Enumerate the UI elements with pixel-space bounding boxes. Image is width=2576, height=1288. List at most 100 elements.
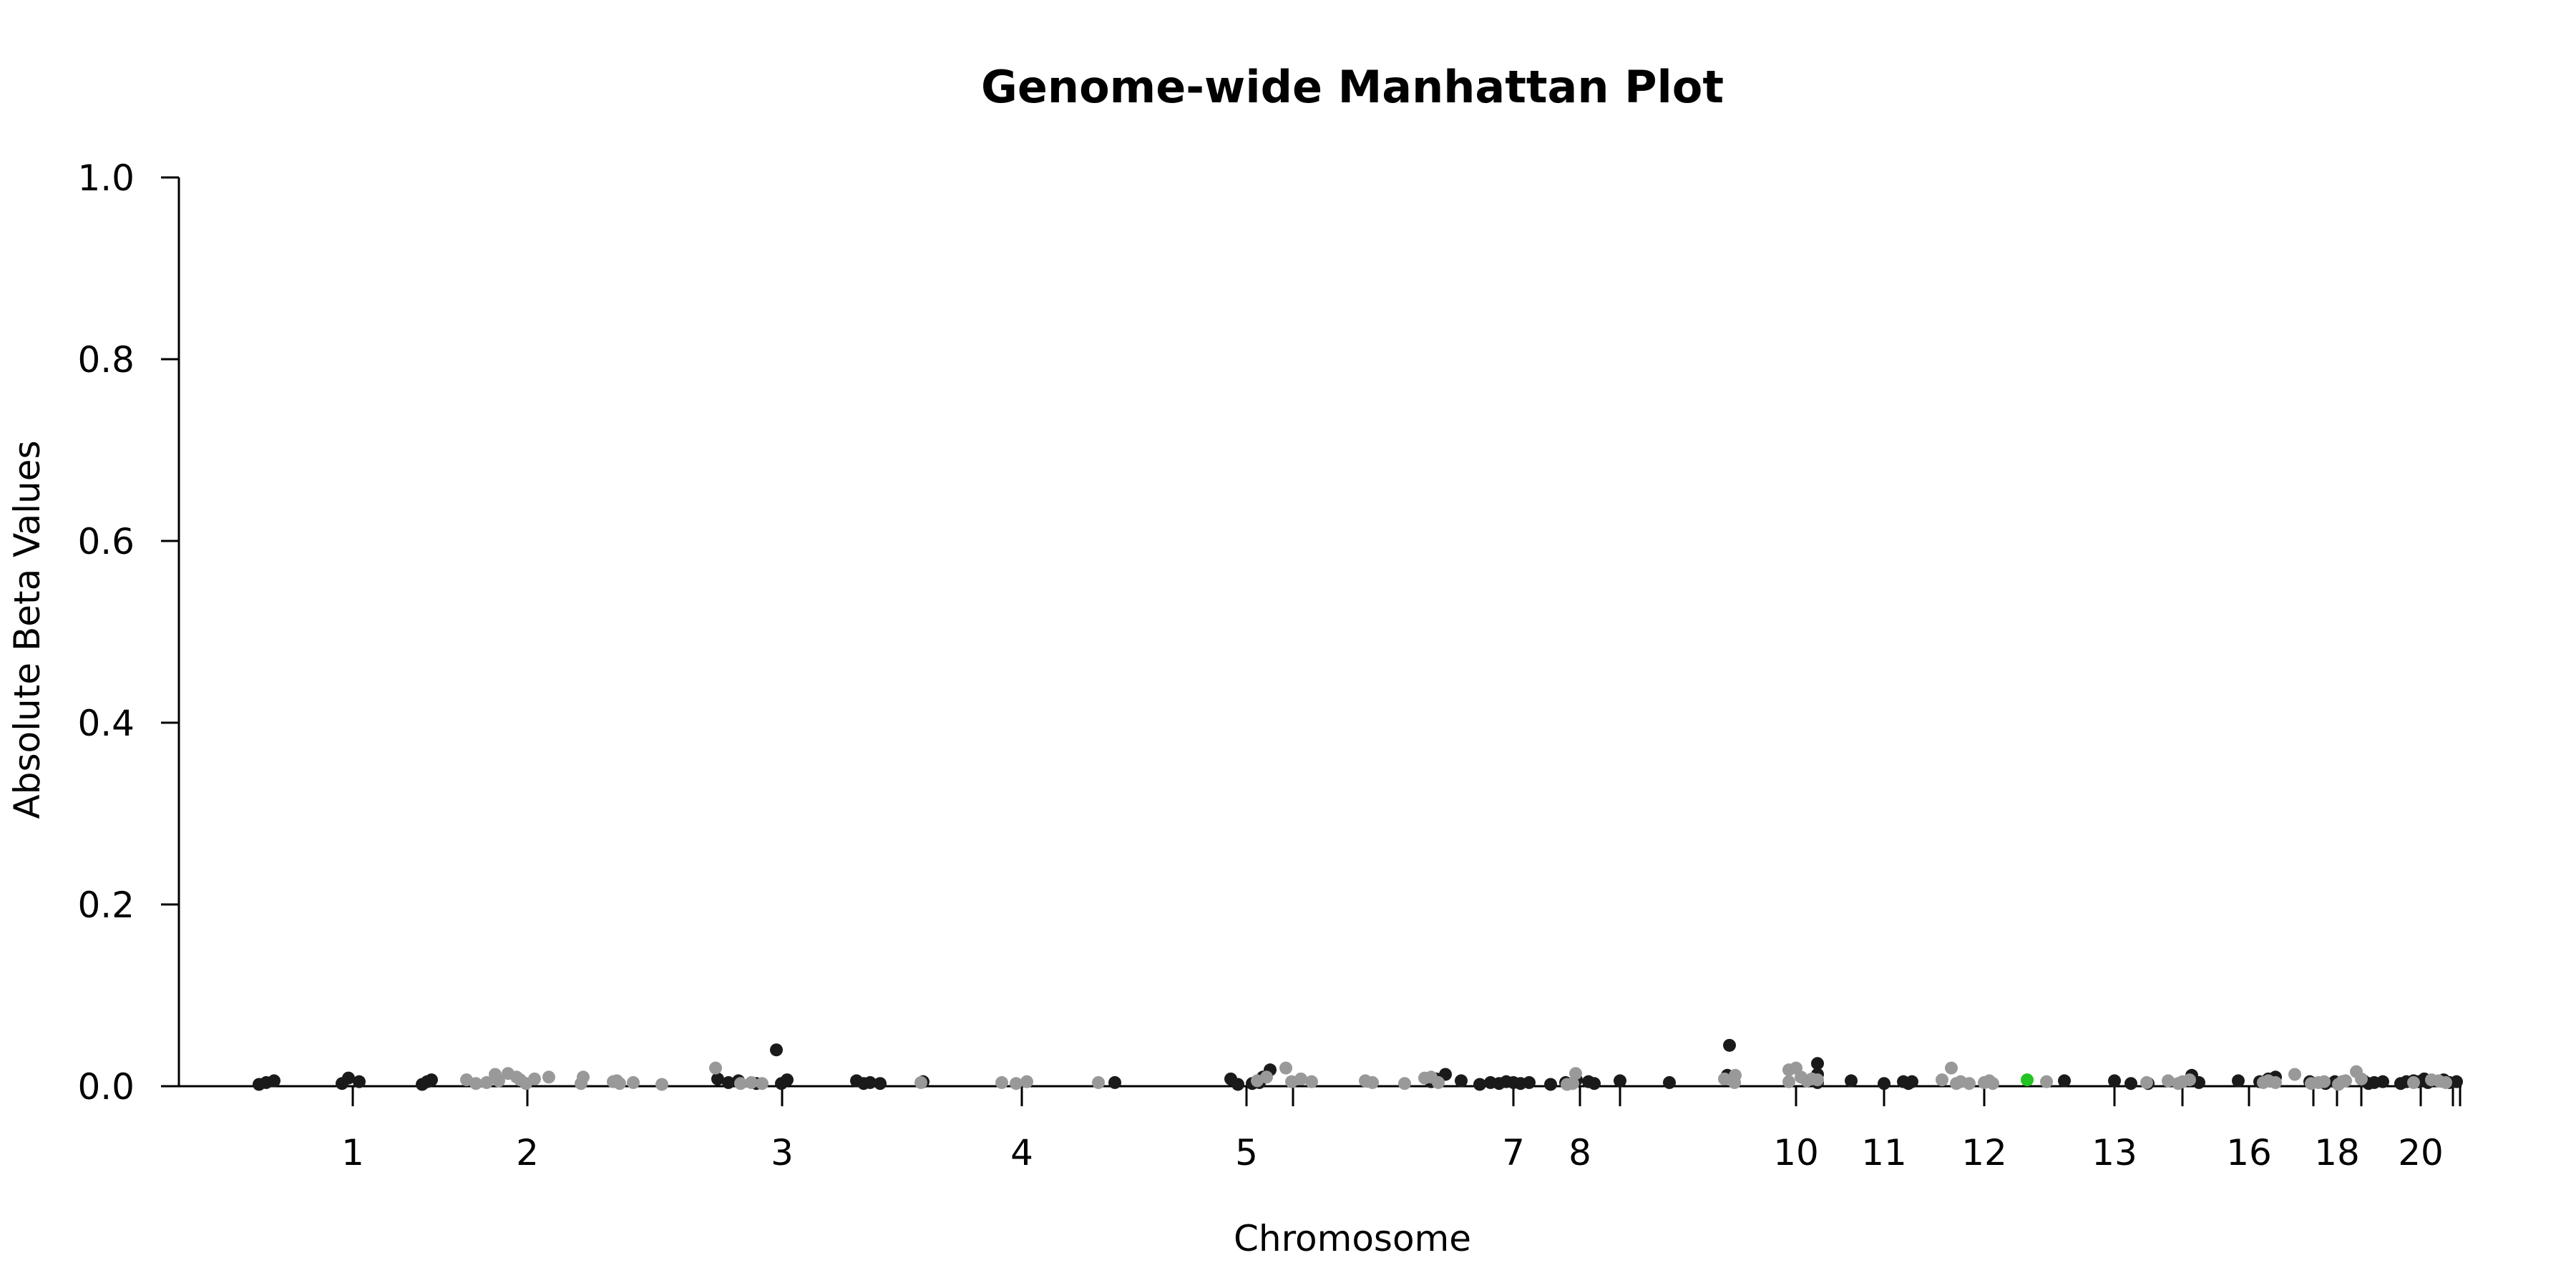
light-series-point <box>577 1070 590 1084</box>
y-tick-label: 0.6 <box>77 521 135 562</box>
dark-series-point <box>2124 1077 2137 1091</box>
light-series-point <box>1729 1068 1742 1082</box>
dark-series-point <box>1811 1057 1824 1070</box>
light-series-point <box>1432 1075 1445 1089</box>
light-series-point <box>2355 1072 2368 1085</box>
light-series-point <box>2407 1075 2420 1089</box>
dark-series-point <box>1231 1078 1244 1091</box>
dark-series-point <box>353 1075 366 1088</box>
dark-series-point <box>864 1075 877 1089</box>
light-series-point <box>1294 1072 1307 1085</box>
light-series-point <box>1566 1077 1579 1091</box>
dark-series-point <box>2450 1075 2463 1088</box>
x-tick-label: 20 <box>2398 1132 2444 1174</box>
dark-series-point <box>2058 1074 2071 1088</box>
y-axis-ticks: 0.0 0.2 0.4 0.6 0.8 1.0 <box>77 157 179 1108</box>
light-series-point <box>1305 1075 1318 1088</box>
dark-series-point <box>1544 1078 1557 1091</box>
light-series-point <box>1718 1072 1731 1085</box>
dark-series-point <box>770 1043 783 1057</box>
x-tick-label: 18 <box>2314 1132 2360 1174</box>
light-series-point <box>2339 1074 2352 1088</box>
light-series-point <box>734 1077 747 1091</box>
dark-series-point <box>711 1072 724 1085</box>
dark-series-point <box>1906 1075 1918 1088</box>
x-tick-label: 1 <box>341 1132 364 1174</box>
dark-series-point <box>425 1073 438 1087</box>
light-series-point <box>2183 1073 2196 1087</box>
x-axis-ticks: 1 2 3 4 5 7 8 10 11 12 13 16 18 20 <box>341 1086 2462 1174</box>
dark-series-point <box>2108 1074 2121 1088</box>
light-series-point <box>492 1074 505 1088</box>
light-series-point <box>528 1072 541 1085</box>
light-series-point <box>709 1061 722 1075</box>
light-series-point <box>1010 1077 1023 1091</box>
x-tick-label: 10 <box>1773 1132 1819 1174</box>
dark-series-point <box>1878 1077 1890 1091</box>
x-tick-label: 16 <box>2226 1132 2272 1174</box>
y-tick-label: 0.0 <box>77 1066 135 1108</box>
light-series-point <box>1366 1075 1379 1089</box>
dark-series-point <box>1588 1077 1601 1091</box>
y-tick-label: 0.8 <box>77 339 135 381</box>
dark-series-point <box>1523 1075 1536 1089</box>
light-series-point <box>1092 1075 1105 1089</box>
light-series-point <box>756 1077 769 1091</box>
x-axis-label: Chromosome <box>1234 1218 1471 1259</box>
light-series-point <box>1963 1077 1976 1091</box>
x-tick-label: 8 <box>1568 1132 1591 1174</box>
x-tick-label: 5 <box>1235 1132 1258 1174</box>
light-series-point <box>2288 1068 2301 1081</box>
light-series-point <box>2439 1075 2452 1089</box>
x-tick-label: 2 <box>516 1132 539 1174</box>
x-tick-label: 3 <box>771 1132 794 1174</box>
dark-series-point <box>342 1071 355 1085</box>
y-tick-label: 1.0 <box>77 157 135 199</box>
dark-series-point <box>1845 1074 1858 1088</box>
y-tick-label: 0.4 <box>77 703 135 744</box>
x-tick-label: 4 <box>1010 1132 1033 1174</box>
light-series-point <box>2162 1074 2175 1088</box>
dark-series-point <box>2232 1074 2245 1088</box>
dark-series-point <box>1455 1074 1468 1088</box>
light-series-point <box>613 1077 626 1091</box>
light-series-point <box>480 1075 493 1089</box>
light-series-point <box>1260 1070 1273 1084</box>
dark-series-point <box>268 1074 280 1088</box>
dark-series-point <box>781 1073 794 1087</box>
light-series-point <box>995 1075 1008 1089</box>
y-axis-label: Absolute Beta Values <box>6 441 48 819</box>
light-series-point <box>1945 1061 1958 1075</box>
dark-series-point <box>1108 1075 1121 1089</box>
light-series-point <box>2040 1075 2053 1088</box>
dark-series-point <box>1723 1038 1736 1052</box>
light-series-point <box>1398 1077 1411 1091</box>
light-series-point <box>627 1075 640 1089</box>
x-tick-label: 12 <box>1961 1132 2007 1174</box>
light-series-point <box>542 1070 555 1084</box>
light-series-point <box>2318 1075 2331 1088</box>
y-tick-label: 0.2 <box>77 884 135 926</box>
light-series-point <box>1279 1061 1292 1075</box>
x-tick-label: 7 <box>1502 1132 1525 1174</box>
light-series-point <box>745 1075 758 1089</box>
light-series-point <box>1936 1073 1948 1087</box>
data-points <box>253 1038 2463 1091</box>
dark-series-point <box>874 1077 887 1091</box>
dark-series-point <box>2376 1075 2389 1088</box>
light-series-point <box>2269 1075 2282 1089</box>
light-series-point <box>1020 1075 1033 1088</box>
light-series-point <box>469 1077 482 1091</box>
light-series-point <box>1569 1067 1582 1080</box>
light-series-point <box>1782 1075 1795 1088</box>
dark-series-point <box>1614 1074 1626 1088</box>
dark-series-point <box>1663 1075 1676 1089</box>
x-tick-label: 13 <box>2092 1132 2137 1174</box>
x-tick-label: 11 <box>1861 1132 1907 1174</box>
light-series-point <box>914 1075 927 1089</box>
light-series-point <box>655 1078 668 1091</box>
dark-series-point <box>1473 1078 1486 1091</box>
chart-title: Genome-wide Manhattan Plot <box>981 61 1724 113</box>
light-series-point <box>1986 1077 1999 1091</box>
dark-series-point <box>722 1075 735 1089</box>
